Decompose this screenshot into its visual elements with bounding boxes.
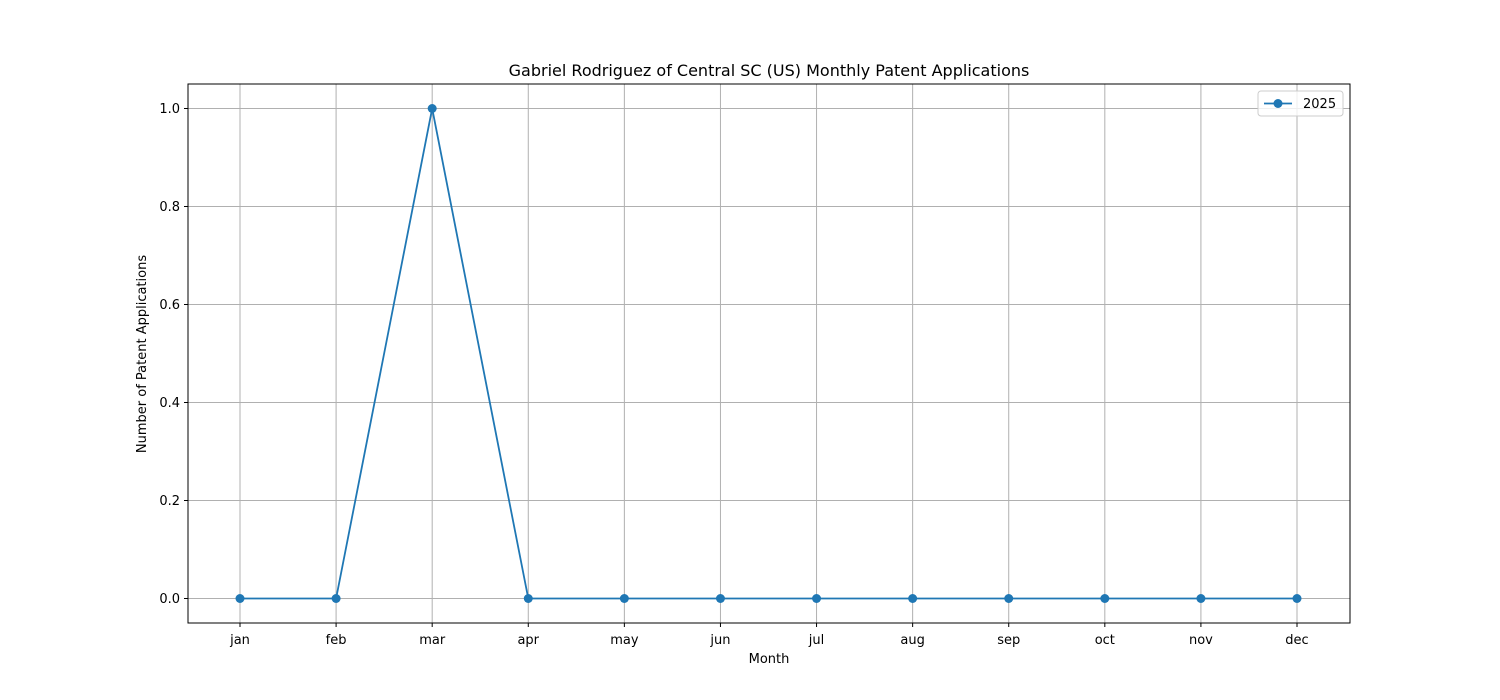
x-tick-label: apr: [517, 633, 539, 648]
grid: [188, 84, 1350, 623]
y-tick-label: 0.8: [159, 200, 180, 215]
legend-label: 2025: [1303, 97, 1336, 112]
x-axis-label: Month: [749, 652, 790, 667]
x-tick-label: aug: [900, 633, 924, 648]
y-tick-label: 0.2: [159, 494, 180, 509]
series-layer: [236, 104, 1302, 603]
x-tick-label: jan: [229, 633, 250, 648]
data-point: [716, 594, 725, 603]
data-point: [428, 104, 437, 113]
legend: 2025: [1258, 91, 1343, 116]
x-tick-label: jul: [808, 633, 824, 648]
x-tick-label: jun: [709, 633, 730, 648]
data-point: [524, 594, 533, 603]
plot-area-frame: [188, 84, 1350, 623]
x-tick-label: feb: [326, 633, 347, 648]
data-point: [908, 594, 917, 603]
data-point: [1004, 594, 1013, 603]
x-tick-label: dec: [1285, 633, 1308, 648]
x-axis-ticks: jan feb mar apr may jun jul aug sep oct nov dec: [229, 623, 1309, 648]
x-tick-label: sep: [997, 633, 1020, 648]
y-axis-label: Number of Patent Applications: [135, 255, 150, 453]
y-axis-ticks: 0.0 0.2 0.4 0.6 0.8 1.0: [159, 102, 188, 607]
y-tick-label: 1.0: [159, 102, 180, 117]
y-tick-label: 0.4: [159, 396, 180, 411]
data-point: [236, 594, 245, 603]
y-tick-label: 0.0: [159, 592, 180, 607]
data-point: [1293, 594, 1302, 603]
y-tick-label: 0.6: [159, 298, 180, 313]
data-point: [620, 594, 629, 603]
x-tick-label: oct: [1095, 633, 1115, 648]
x-tick-label: mar: [419, 633, 446, 648]
legend-marker-swatch: [1274, 99, 1283, 108]
data-point: [812, 594, 821, 603]
x-tick-label: may: [610, 633, 639, 648]
data-point: [332, 594, 341, 603]
data-point: [1196, 594, 1205, 603]
chart-title: Gabriel Rodriguez of Central SC (US) Mon…: [509, 61, 1030, 80]
series-line: [240, 109, 1297, 599]
x-tick-label: nov: [1189, 633, 1213, 648]
data-point: [1100, 594, 1109, 603]
